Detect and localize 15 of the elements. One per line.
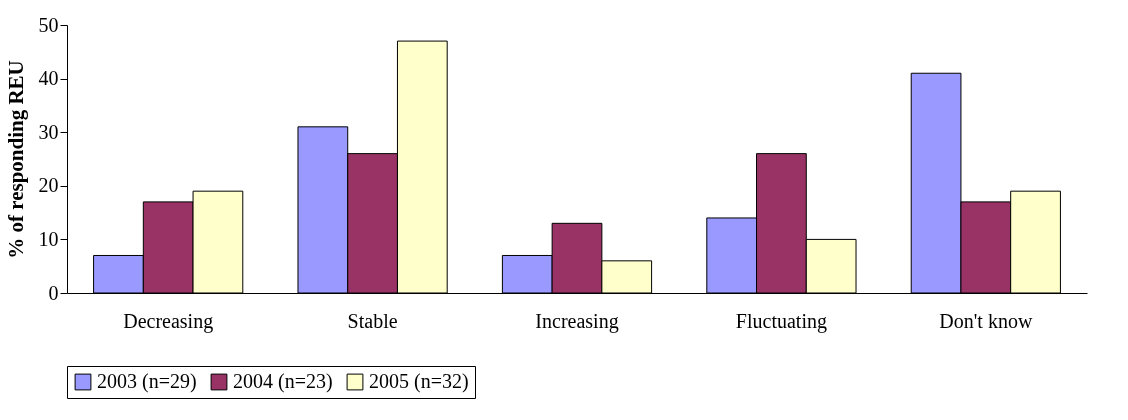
x-tick-label: Fluctuating [735,309,827,333]
y-tick-label: 50 [38,13,59,36]
y-axis-title: % of responding REU [3,60,28,259]
legend-label: 2003 (n=29) [97,370,197,393]
y-tick-label: 40 [38,67,59,90]
legend-label: 2004 (n=23) [233,370,333,393]
x-tick-label: Decreasing [123,309,214,333]
x-tick-label: Stable [347,309,398,332]
legend-label: 2005 (n=32) [369,370,469,393]
x-tick-label: Don't know [939,309,1033,332]
y-tick-label: 30 [38,120,59,143]
y-tick-label: 10 [38,227,59,250]
y-tick-label: 20 [38,174,59,197]
y-tick-label: 0 [48,281,59,304]
x-tick-label: Increasing [535,309,619,333]
